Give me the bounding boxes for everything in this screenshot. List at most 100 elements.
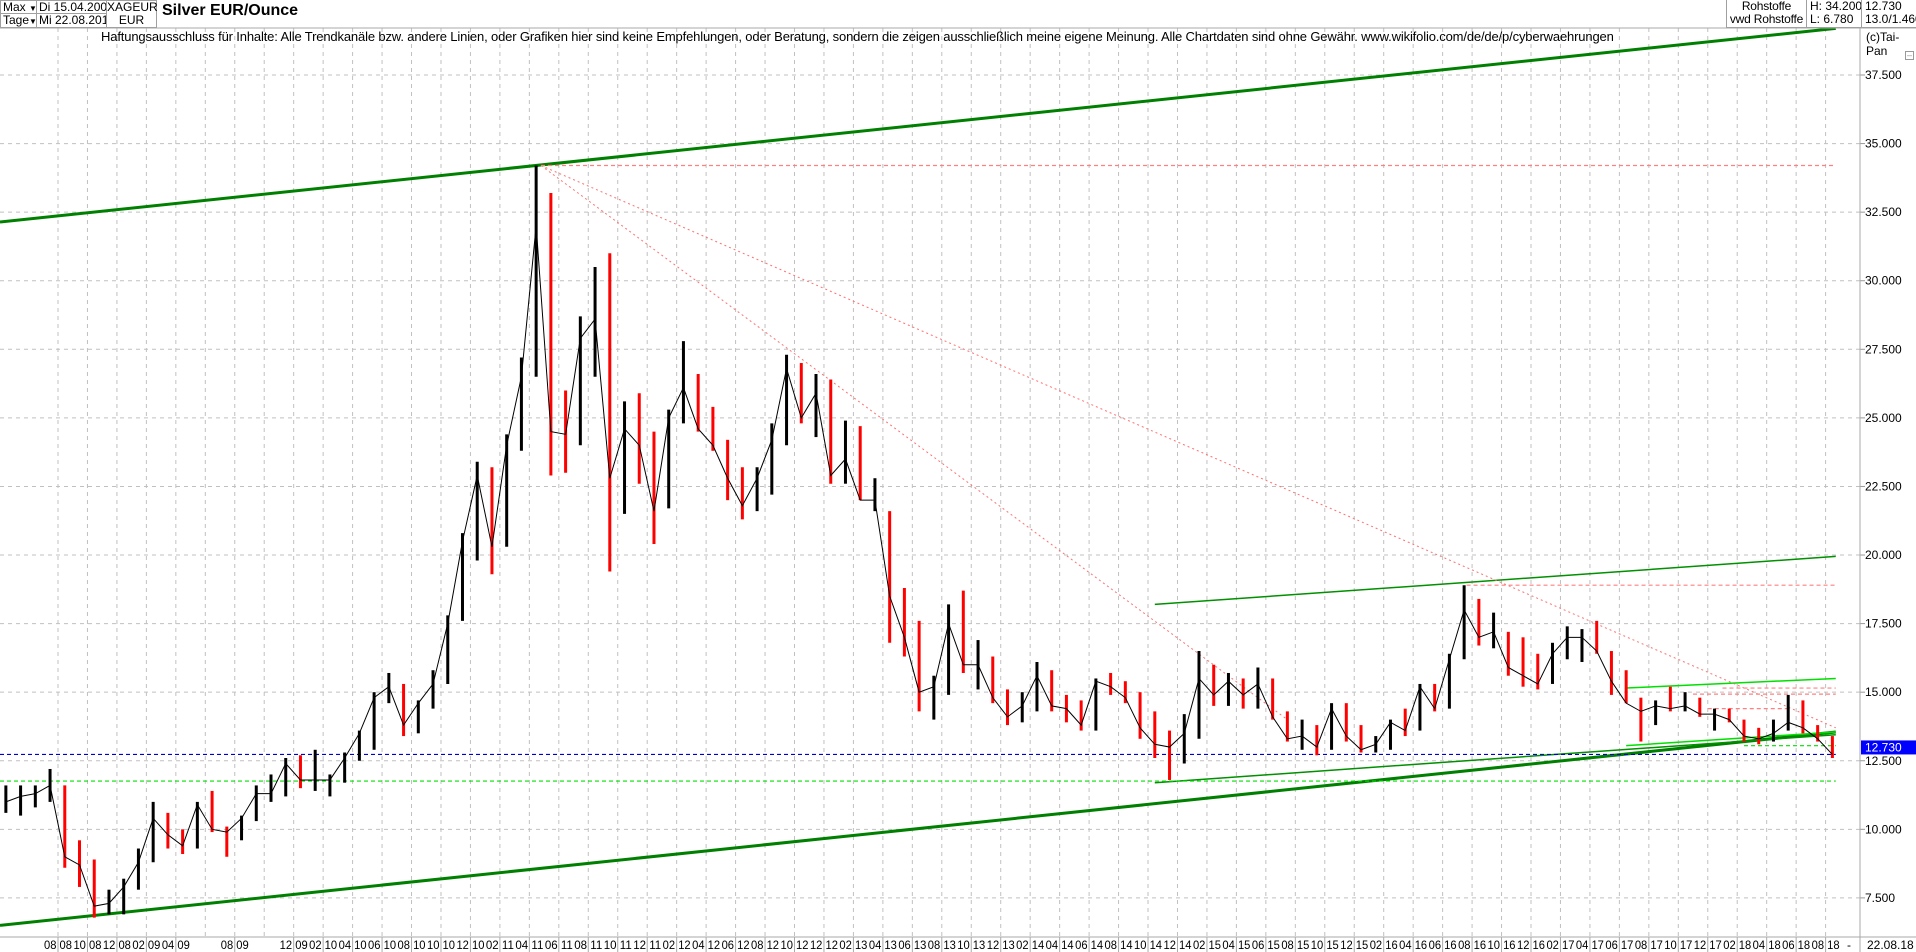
y-tick-label: 27.500	[1865, 342, 1902, 356]
x-tick-label: 10 11	[604, 938, 632, 952]
y-tick-label: 12.500	[1865, 754, 1902, 768]
x-tick-label: 10 17	[1664, 938, 1692, 952]
x-tick-label: 02 12	[663, 938, 691, 952]
chevron-down-icon: ▼	[29, 17, 37, 26]
x-tick-label: 12 08	[103, 938, 131, 952]
grid	[0, 28, 1860, 937]
x-tick-label: 10 12	[781, 938, 809, 952]
x-tick-label: 02 09	[132, 938, 160, 952]
x-tick-label: 04 11	[515, 938, 543, 952]
x-tick-label: 04 10	[339, 938, 367, 952]
y-tick-label: 25.000	[1865, 411, 1902, 425]
x-tick-label: 04 14	[1046, 938, 1074, 952]
high-value: H: 34.200	[1810, 0, 1863, 13]
x-tick-label: 06 14	[1075, 938, 1103, 952]
y-tick-label: 22.500	[1865, 479, 1902, 493]
period-select[interactable]: Max ▼	[0, 0, 37, 14]
chart-title: Silver EUR/Ounce	[162, 2, 299, 19]
x-tick-label: 06 17	[1605, 938, 1633, 952]
period-value: Max	[3, 0, 26, 14]
y-tick-label: 15.000	[1865, 685, 1902, 699]
x-tick-label: 06 10	[368, 938, 396, 952]
minimize-button[interactable]: –	[1905, 50, 1914, 60]
chevron-down-icon: ▼	[29, 4, 37, 13]
x-tick-label: 12 09	[280, 938, 308, 952]
x-tick-label: 04 16	[1399, 938, 1427, 952]
price-bars	[4, 165, 1834, 918]
x-tick-label: 12 15	[1340, 938, 1368, 952]
symbol-box[interactable]: XAGEUR EUR	[106, 0, 158, 28]
interval-value: Tage	[3, 13, 30, 27]
x-tick-label: 08 11	[574, 938, 602, 952]
x-tick-label: 10 13	[957, 938, 985, 952]
x-tick-label: 02 18	[1723, 938, 1751, 952]
x-tick-label: 06 18	[1782, 938, 1810, 952]
x-tick-label: 12 14	[1163, 938, 1191, 952]
x-tick-label: 02 14	[1016, 938, 1044, 952]
high-low-box: H: 34.200 L: 6.780	[1806, 0, 1862, 28]
close-line	[5, 225, 1833, 907]
x-end-separator: -	[1847, 938, 1851, 952]
x-tick-label: 04 17	[1576, 938, 1604, 952]
y-tick-label: 37.500	[1865, 68, 1902, 82]
change-value: 13.0/1.460	[1865, 12, 1916, 26]
trendline	[1154, 733, 1836, 784]
trendline	[1626, 677, 1836, 689]
x-tick-label: 08 16	[1458, 938, 1486, 952]
x-tick-label: 02 17	[1546, 938, 1574, 952]
x-tick-label: 10 16	[1488, 938, 1516, 952]
x-tick-label: 10 08	[73, 938, 101, 952]
x-tick-label: 08 15	[1281, 938, 1309, 952]
date-from[interactable]: Di 15.04.2008	[36, 0, 114, 14]
x-tick-label: 08 09	[221, 938, 249, 952]
symbol: XAGEUR	[107, 0, 158, 14]
trendline	[0, 26, 1836, 224]
x-tick-label: 04 18	[1753, 938, 1781, 952]
x-tick-label: 10 10	[427, 938, 455, 952]
axes: 37.500 35.000 32.500 30.000 27.500 25.000 22.5…	[0, 27, 1916, 952]
x-tick-label: 02 10	[309, 938, 337, 952]
x-tick-label: 12 12	[810, 938, 838, 952]
copyright: (c)Tai-Pan	[1866, 30, 1900, 58]
x-tick-label: 12 17	[1694, 938, 1722, 952]
x-tick-label: 12 11	[633, 938, 661, 952]
x-tick-label: 08 18	[1812, 938, 1840, 952]
currency: EUR	[118, 13, 145, 27]
x-tick-label: 12 13	[987, 938, 1015, 952]
x-tick-label: 10 14	[1134, 938, 1162, 952]
y-tick-label: 30.000	[1865, 274, 1902, 288]
x-tick-label: 02 15	[1193, 938, 1221, 952]
x-tick-label: 06 13	[898, 938, 926, 952]
y-tick-label: 20.000	[1865, 548, 1902, 562]
y-tick-label: 10.000	[1865, 822, 1902, 836]
x-tick-label: 08 10	[398, 938, 426, 952]
last-price: 12.730	[1865, 0, 1902, 13]
trendline	[0, 730, 1836, 927]
x-tick-label: 02 11	[486, 938, 514, 952]
x-tick-label: 06 16	[1429, 938, 1457, 952]
x-tick-label: 06 11	[545, 938, 573, 952]
source: vwd Rohstoffe	[1729, 12, 1804, 26]
interval-select[interactable]: Tage▼	[0, 13, 37, 28]
x-tick-label: 02 16	[1370, 938, 1398, 952]
x-end-date: 22.08.18	[1867, 938, 1914, 952]
x-tick-label: 08 17	[1635, 938, 1663, 952]
x-tick-label: 08 13	[928, 938, 956, 952]
low-value: L: 6.780	[1810, 12, 1854, 26]
trendlines	[0, 26, 1836, 927]
trendline	[540, 165, 1836, 729]
x-tick-label: 04 12	[692, 938, 720, 952]
date-to[interactable]: Mi 22.08.2018	[36, 13, 115, 28]
category: Rohstoffe	[1741, 0, 1792, 13]
x-tick-label: 04 13	[869, 938, 897, 952]
y-tick-label: 35.000	[1865, 137, 1902, 151]
x-tick-label: 06 12	[722, 938, 750, 952]
x-tick-label: 02 13	[839, 938, 867, 952]
x-tick-label: 12 16	[1517, 938, 1545, 952]
x-tick-label: 04 09	[162, 938, 190, 952]
x-tick-label: 12 10	[456, 938, 484, 952]
last-price-marker	[1861, 740, 1916, 755]
y-tick-label: 32.500	[1865, 205, 1902, 219]
